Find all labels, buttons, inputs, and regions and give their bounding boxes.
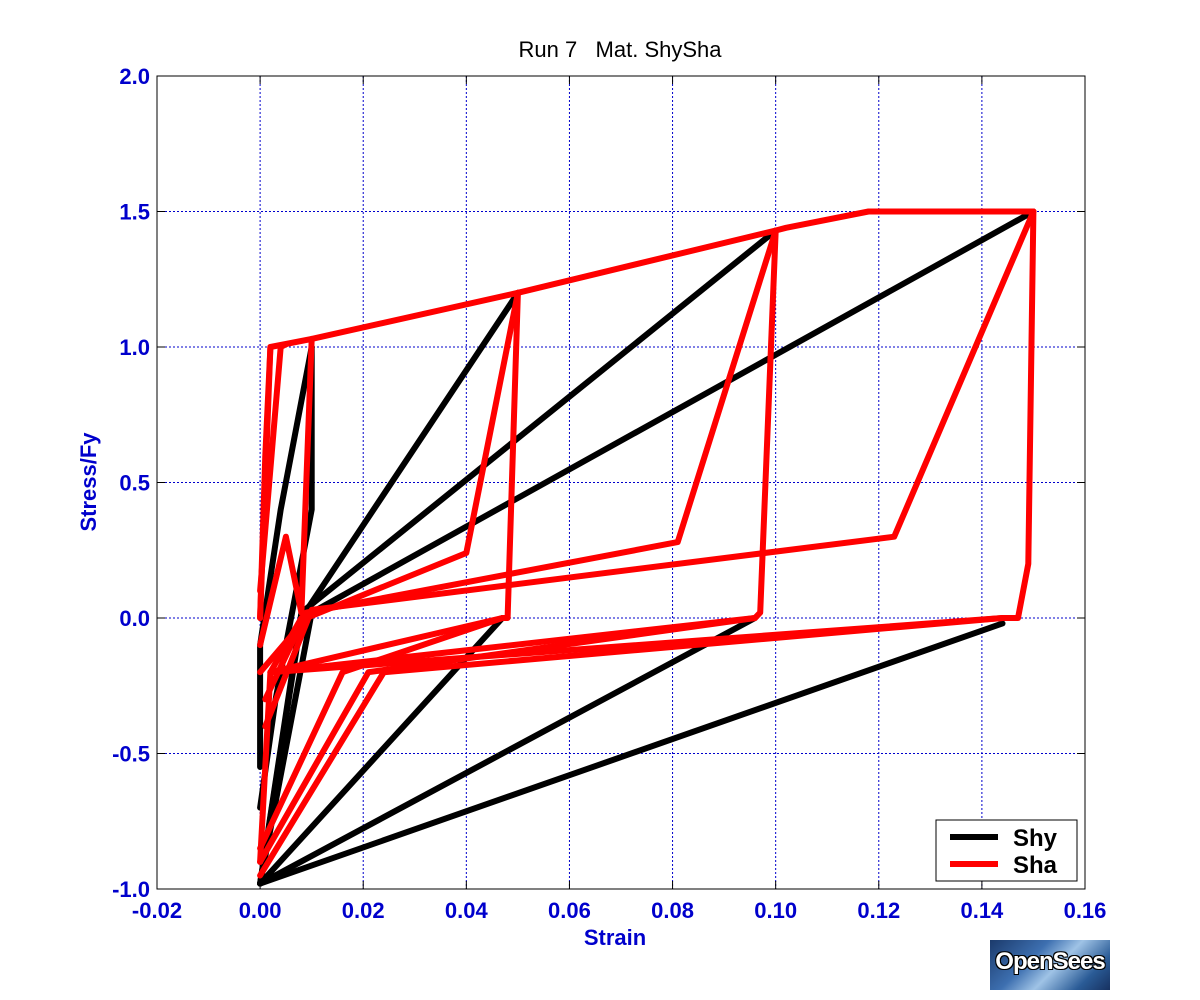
x-tick-label: -0.02 [132, 898, 182, 923]
x-tick-label: 0.06 [548, 898, 591, 923]
series-line-sha [257, 615, 1006, 879]
x-tick-label: 0.10 [754, 898, 797, 923]
series-line-sha [262, 227, 779, 703]
chart-title: Run 7 Mat. ShySha [519, 37, 723, 62]
legend-label-sha: Sha [1013, 852, 1058, 879]
y-tick-label: 0.0 [119, 606, 150, 631]
series-line-sha [267, 208, 1037, 676]
series-line-shy [257, 344, 315, 770]
series-layer [257, 208, 1037, 887]
series-line-sha [257, 335, 315, 649]
ticks: -0.02 0.00 0.02 0.04 0.06 0.08 0.10 0.12 0.14 0.1… [112, 64, 1106, 923]
logo-text: OpenSees [995, 948, 1105, 975]
series-line-sha [257, 615, 506, 852]
y-tick-label: 1.5 [119, 200, 150, 225]
x-axis-label: Strain [584, 925, 646, 950]
legend-label-shy: Shy [1013, 825, 1058, 852]
x-tick-label: 0.08 [651, 898, 694, 923]
y-tick-label: -0.5 [112, 742, 150, 767]
series-line-sha [257, 615, 305, 865]
grid [157, 76, 1085, 889]
y-tick-label: 0.5 [119, 471, 150, 496]
series-line-shy [257, 620, 1006, 887]
series-line-shy [257, 615, 506, 887]
y-tick-label: -1.0 [112, 877, 150, 902]
series-line-sha [267, 227, 779, 676]
legend: ShySha [935, 819, 1078, 882]
series-line-sha [257, 341, 289, 594]
opensees-logo: OpenSees [990, 940, 1110, 990]
x-tick-label: 0.16 [1064, 898, 1107, 923]
legend-box [935, 819, 1078, 882]
x-tick-label: 0.02 [342, 898, 385, 923]
x-tick-label: 0.04 [445, 898, 489, 923]
series-line-sha [257, 208, 1037, 621]
x-tick-label: 0.12 [857, 898, 900, 923]
series-line-sha [257, 615, 758, 865]
y-tick-label: 2.0 [119, 64, 150, 89]
series-line-shy [257, 615, 758, 887]
series-sha [257, 208, 1037, 879]
x-tick-label: 0.14 [960, 898, 1004, 923]
x-tick-label: 0.00 [239, 898, 282, 923]
y-axis-label: Stress/Fy [76, 432, 101, 532]
y-tick-label: 1.0 [119, 335, 150, 360]
